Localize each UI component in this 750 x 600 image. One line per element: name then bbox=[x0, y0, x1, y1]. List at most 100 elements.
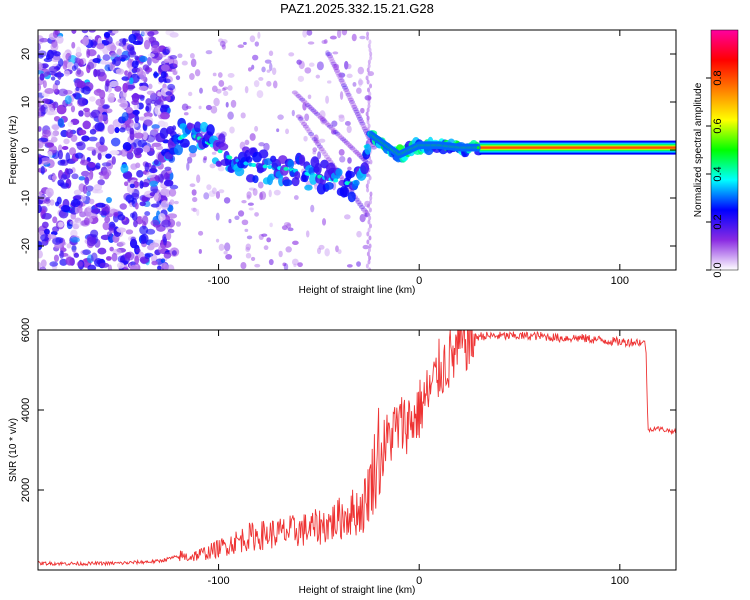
noise-blob bbox=[189, 183, 196, 188]
ridge-blob bbox=[335, 168, 343, 177]
noise-blob bbox=[316, 247, 322, 255]
noise-blob bbox=[38, 100, 41, 108]
streak-blob bbox=[369, 159, 373, 165]
noise-blob bbox=[245, 246, 251, 252]
noise-blob bbox=[110, 44, 117, 52]
streak-blob bbox=[340, 137, 347, 142]
noise-blob bbox=[269, 62, 273, 72]
ridge-blob bbox=[215, 160, 222, 167]
noise-blob bbox=[143, 178, 151, 186]
noise-blob bbox=[166, 95, 171, 102]
noise-blob bbox=[143, 145, 151, 153]
noise-blob bbox=[138, 85, 149, 91]
noise-blob bbox=[164, 166, 172, 171]
streak-blob bbox=[367, 123, 371, 129]
snr-y-axis-label: SNR (10 * v/v) bbox=[8, 418, 19, 482]
noise-blob bbox=[302, 102, 307, 111]
streak-blob bbox=[316, 144, 323, 149]
ridge-blob bbox=[364, 143, 372, 155]
ridge-blob bbox=[298, 154, 306, 167]
noise-blob bbox=[237, 210, 245, 217]
streak-blob bbox=[293, 92, 300, 97]
noise-blob bbox=[123, 181, 129, 187]
noise-blob bbox=[230, 99, 237, 108]
noise-blob bbox=[219, 40, 226, 47]
noise-blob bbox=[143, 39, 151, 50]
noise-blob bbox=[54, 79, 61, 86]
noise-blob bbox=[160, 71, 167, 79]
noise-blob bbox=[89, 198, 95, 205]
noise-blob bbox=[110, 52, 118, 58]
noise-blob bbox=[107, 93, 115, 104]
streak-blob bbox=[368, 255, 372, 261]
noise-blob bbox=[51, 132, 56, 141]
noise-blob bbox=[126, 61, 131, 68]
noise-blob bbox=[129, 264, 138, 270]
noise-blob bbox=[114, 85, 122, 92]
streak-blob bbox=[308, 132, 315, 137]
noise-blob bbox=[99, 174, 105, 180]
noise-blob bbox=[56, 196, 62, 205]
streak-blob bbox=[366, 179, 370, 185]
noise-blob bbox=[39, 37, 49, 43]
noise-blob bbox=[38, 126, 42, 132]
noise-blob bbox=[40, 165, 45, 175]
noise-blob bbox=[199, 87, 203, 94]
noise-blob bbox=[218, 80, 225, 87]
snr-line bbox=[38, 330, 676, 567]
noise-blob bbox=[234, 215, 240, 220]
noise-blob bbox=[121, 76, 130, 81]
noise-blob bbox=[144, 252, 154, 258]
noise-blob bbox=[57, 71, 62, 81]
noise-blob bbox=[151, 124, 160, 130]
noise-blob bbox=[181, 103, 189, 111]
streak-blob bbox=[366, 35, 370, 41]
streak-blob bbox=[347, 144, 354, 149]
noise-blob bbox=[213, 97, 220, 107]
noise-blob bbox=[46, 142, 55, 148]
noise-blob bbox=[288, 52, 295, 57]
noise-blob bbox=[210, 105, 218, 114]
noise-blob bbox=[120, 163, 129, 174]
noise-blob bbox=[359, 35, 366, 40]
streak-blob bbox=[352, 107, 359, 112]
noise-blob bbox=[158, 76, 165, 83]
noise-blob bbox=[90, 109, 101, 119]
noise-blob bbox=[107, 124, 115, 135]
spectrogram-x-tick-label: 0 bbox=[416, 275, 422, 287]
noise-blob bbox=[221, 87, 226, 92]
noise-blob bbox=[149, 145, 155, 152]
streak-blob bbox=[367, 103, 371, 109]
ridge-blob bbox=[199, 121, 209, 133]
noise-blob bbox=[42, 98, 51, 104]
streak-blob bbox=[313, 139, 320, 144]
noise-blob bbox=[347, 157, 352, 164]
noise-blob bbox=[244, 228, 249, 233]
snr-plot-area bbox=[38, 330, 676, 570]
noise-blob bbox=[110, 137, 121, 147]
colorbar-gradient bbox=[710, 29, 739, 271]
ridge-blob bbox=[159, 127, 169, 139]
noise-blob bbox=[65, 256, 75, 266]
noise-blob bbox=[122, 172, 132, 178]
noise-blob bbox=[120, 148, 128, 157]
noise-blob bbox=[246, 235, 253, 240]
noise-blob bbox=[281, 225, 288, 231]
noise-blob bbox=[129, 122, 139, 128]
noise-blob bbox=[159, 173, 164, 184]
colorbar-ticks: 0.0 0.2 0.4 0.6 0.8 bbox=[706, 70, 724, 278]
streak-blob bbox=[367, 247, 371, 253]
noise-blob bbox=[246, 191, 252, 199]
streak-blob bbox=[325, 157, 332, 162]
noise-blob bbox=[333, 63, 340, 71]
streak-blob bbox=[357, 202, 364, 207]
streak-blob bbox=[362, 158, 369, 163]
noise-blob bbox=[76, 46, 82, 56]
snr-frame bbox=[37, 329, 677, 571]
colorbar-tick-label: 0.8 bbox=[712, 70, 724, 85]
noise-blob bbox=[111, 252, 118, 262]
noise-blob bbox=[293, 195, 299, 200]
noise-blob bbox=[186, 162, 190, 171]
noise-blob bbox=[77, 205, 83, 214]
noise-blob bbox=[223, 251, 228, 255]
